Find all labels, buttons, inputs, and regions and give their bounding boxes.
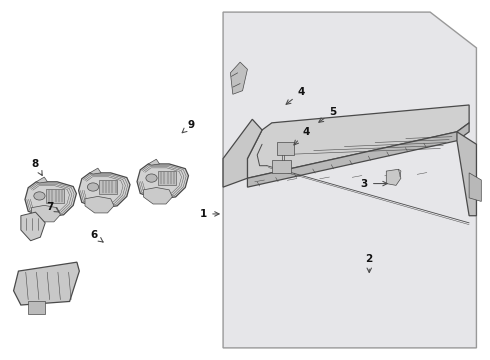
Polygon shape [223, 119, 262, 187]
Circle shape [34, 192, 45, 200]
Polygon shape [158, 171, 175, 185]
Polygon shape [28, 301, 45, 314]
Polygon shape [14, 262, 79, 305]
Text: 6: 6 [90, 230, 103, 242]
Polygon shape [78, 173, 130, 208]
Text: 3: 3 [361, 179, 387, 189]
Text: 5: 5 [319, 107, 336, 122]
Polygon shape [272, 160, 291, 173]
Text: 4: 4 [286, 87, 305, 104]
Polygon shape [247, 123, 469, 187]
Polygon shape [31, 205, 60, 222]
Polygon shape [137, 164, 189, 199]
Polygon shape [386, 169, 401, 185]
Polygon shape [46, 189, 64, 203]
Polygon shape [223, 12, 476, 348]
Polygon shape [85, 197, 114, 213]
Polygon shape [247, 105, 469, 178]
Polygon shape [25, 182, 76, 217]
Polygon shape [99, 180, 117, 194]
Text: 7: 7 [47, 202, 59, 212]
Polygon shape [277, 143, 294, 155]
Polygon shape [21, 212, 45, 241]
Polygon shape [90, 168, 101, 174]
Text: 4: 4 [294, 127, 310, 145]
Circle shape [146, 174, 157, 182]
Polygon shape [144, 188, 172, 204]
Polygon shape [36, 177, 48, 183]
Polygon shape [457, 132, 476, 216]
Polygon shape [469, 173, 481, 202]
Text: 8: 8 [32, 159, 42, 175]
Polygon shape [230, 62, 247, 94]
Text: 1: 1 [200, 209, 219, 219]
Circle shape [87, 183, 98, 191]
Text: 2: 2 [366, 253, 373, 273]
Polygon shape [148, 159, 160, 165]
Text: 9: 9 [182, 120, 195, 133]
